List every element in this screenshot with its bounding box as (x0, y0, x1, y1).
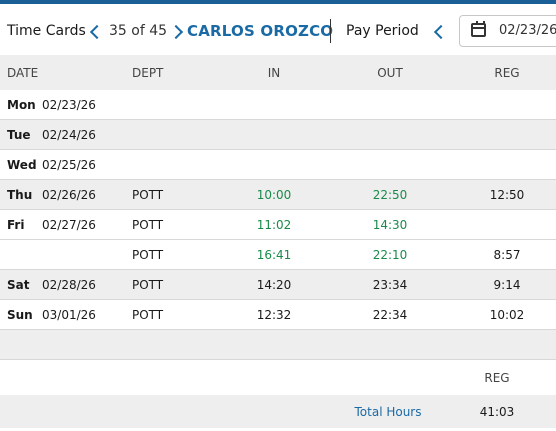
row-dept: POTT (132, 308, 164, 322)
row-time-out[interactable]: 22:10 (372, 248, 408, 262)
row-date: 02/27/26 (42, 218, 96, 232)
row-dept: POTT (132, 248, 164, 262)
row-reg-hours: 9:14 (493, 278, 521, 292)
column-header-reg: REG (494, 66, 520, 80)
table-row[interactable]: Mon 02/23/26 (0, 90, 556, 120)
table-row[interactable]: Tue 02/24/26 (0, 120, 556, 150)
row-day: Thu (7, 188, 33, 202)
table-row[interactable]: Sun 03/01/26 POTT 12:32 22:34 10:02 (0, 300, 556, 330)
column-header-dept: DEPT (132, 66, 164, 80)
row-time-out[interactable]: 22:34 (372, 308, 408, 322)
total-reg-hours: 41:03 (479, 405, 515, 419)
record-position: 35 of 45 (109, 23, 168, 39)
table-row[interactable]: Sat 02/28/26 POTT 14:20 23:34 9:14 (0, 270, 556, 300)
row-time-in[interactable]: 10:00 (256, 188, 292, 202)
row-reg-hours: 10:02 (489, 308, 525, 322)
row-date: 02/26/26 (42, 188, 96, 202)
row-date: 03/01/26 (42, 308, 96, 322)
row-day: Sun (7, 308, 33, 322)
row-reg-hours: 8:57 (493, 248, 521, 262)
table-spacer-row (0, 330, 556, 360)
pay-period-start-date: 02/23/26 (499, 23, 556, 38)
row-day: Wed (7, 158, 37, 172)
header-bar: Time Cards 35 of 45 CARLOS OROZCO Pay Pe… (0, 4, 556, 55)
summary-reg-header: REG (484, 371, 510, 385)
column-header-in: IN (267, 66, 281, 80)
column-header-out: OUT (377, 66, 403, 80)
top-accent-bar (0, 0, 556, 4)
table-row[interactable]: Thu 02/26/26 POTT 10:00 22:50 12:50 (0, 180, 556, 210)
row-time-in[interactable]: 11:02 (256, 218, 292, 232)
calendar-icon[interactable] (471, 21, 486, 37)
total-hours-label: Total Hours (354, 405, 422, 419)
previous-period-chevron-left-icon[interactable] (433, 24, 449, 40)
total-hours-row (0, 395, 556, 428)
row-time-out[interactable]: 14:30 (372, 218, 408, 232)
pay-period-date-picker[interactable]: 02/23/26 (459, 15, 556, 47)
row-dept: POTT (132, 188, 164, 202)
bottom-edge (0, 428, 556, 431)
row-date: 02/25/26 (42, 158, 96, 172)
next-record-chevron-right-icon[interactable] (168, 24, 184, 40)
table-header: DATE DEPT IN OUT REG (0, 55, 556, 90)
row-time-out[interactable]: 23:34 (372, 278, 408, 292)
table-row[interactable]: POTT 16:41 22:10 8:57 (0, 240, 556, 270)
row-time-out[interactable]: 22:50 (372, 188, 408, 202)
column-header-date: DATE (7, 66, 39, 80)
table-row[interactable]: Fri 02/27/26 POTT 11:02 14:30 (0, 210, 556, 240)
row-date: 02/28/26 (42, 278, 96, 292)
row-day: Fri (7, 218, 25, 232)
row-day: Tue (7, 128, 31, 142)
header-divider (330, 19, 331, 43)
row-day: Mon (7, 98, 36, 112)
row-reg-hours: 12:50 (489, 188, 525, 202)
row-time-in[interactable]: 14:20 (256, 278, 292, 292)
row-date: 02/23/26 (42, 98, 96, 112)
row-time-in[interactable]: 16:41 (256, 248, 292, 262)
row-day: Sat (7, 278, 30, 292)
table-row[interactable]: Wed 02/25/26 (0, 150, 556, 180)
row-date: 02/24/26 (42, 128, 96, 142)
row-dept: POTT (132, 278, 164, 292)
previous-record-chevron-left-icon[interactable] (89, 24, 105, 40)
pay-period-label: Pay Period (346, 23, 419, 39)
row-time-in[interactable]: 12:32 (256, 308, 292, 322)
page-title: Time Cards (7, 23, 86, 39)
summary-header (0, 360, 556, 395)
row-dept: POTT (132, 218, 164, 232)
employee-name: CARLOS OROZCO (187, 22, 334, 40)
